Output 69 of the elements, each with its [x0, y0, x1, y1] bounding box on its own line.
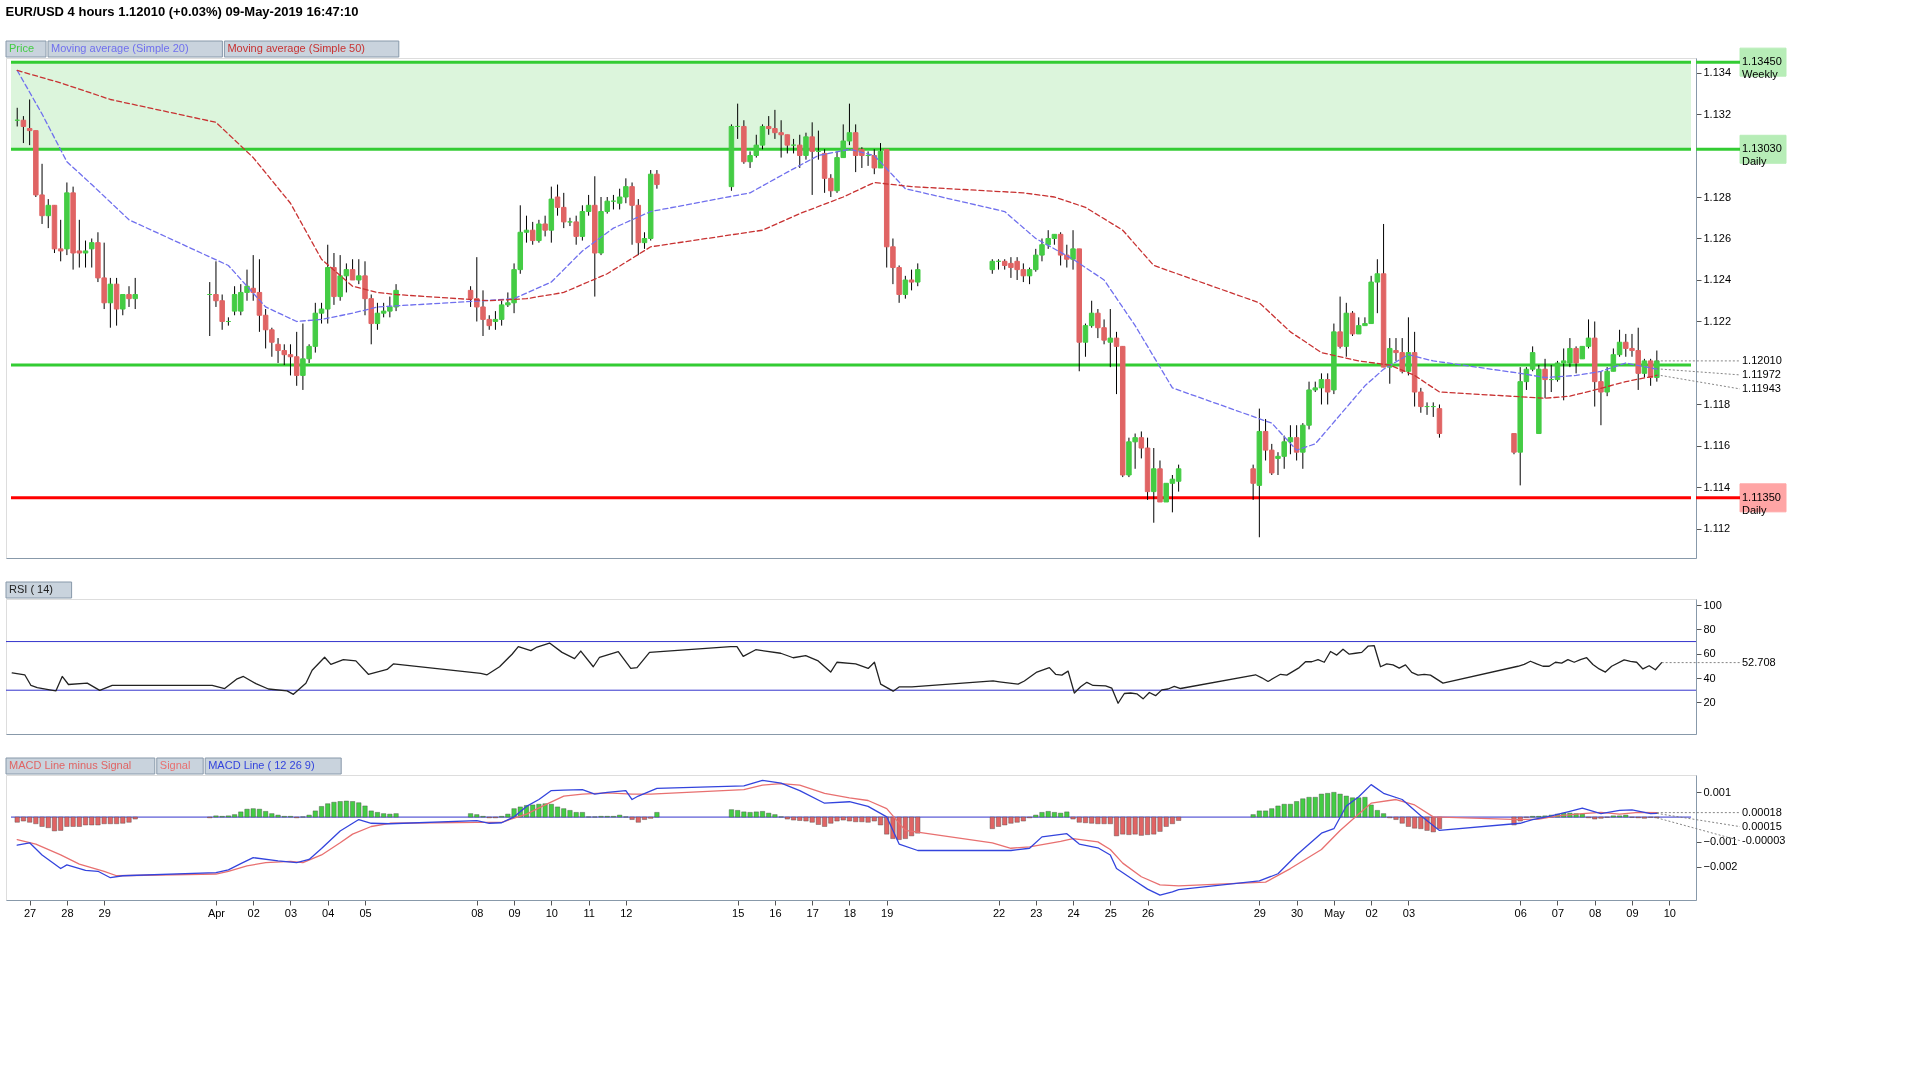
- x-tick-label: 18: [843, 906, 857, 919]
- x-tick-label: 17: [806, 906, 819, 919]
- x-tick-label: 09: [508, 906, 521, 919]
- chart-title: EUR/USD 4 hours 1.12010 (+0.03%) 09-May-2019 16:47:10: [5, 3, 359, 19]
- x-tick-label: 16: [769, 906, 782, 919]
- x-tick-label: 26: [1141, 906, 1155, 919]
- ref-line-label: 1.13030 Daily: [1742, 142, 1782, 168]
- y-tick-label: 1.112: [1703, 522, 1731, 535]
- x-tick-label: 29: [98, 906, 111, 919]
- annotation: 1.12010: [1742, 353, 1782, 366]
- x-tick-label: 10: [545, 906, 558, 919]
- x-tick-label: 04: [322, 906, 335, 919]
- annotation: -0.00003: [1742, 833, 1786, 846]
- y-tick-label: 20: [1703, 695, 1716, 708]
- ref-line-label: 1.11350 Daily: [1742, 490, 1781, 516]
- y-tick-label: 1.124: [1703, 273, 1732, 286]
- x-tick-label: 10: [1663, 906, 1676, 919]
- x-tick-label: 11: [583, 906, 595, 919]
- y-tick-label: 1.134: [1703, 66, 1732, 79]
- x-tick-label: 02: [247, 906, 260, 919]
- x-tick-label: 07: [1551, 906, 1565, 919]
- annotation: 0.00015: [1742, 819, 1782, 832]
- text: RSI ( 14): [9, 583, 54, 595]
- x-tick-label: 08: [1589, 906, 1602, 919]
- annotation: 0.00018: [1742, 805, 1782, 818]
- x-tick-label: 25: [1104, 906, 1117, 919]
- y-tick-label: −0.002: [1703, 860, 1738, 873]
- y-tick-label: 100: [1703, 598, 1722, 611]
- x-tick-label: 02: [1365, 906, 1378, 919]
- x-tick-label: 28: [61, 906, 74, 919]
- x-tick-label: 05: [359, 906, 372, 919]
- text: Moving average (Simple 20): [51, 42, 189, 54]
- x-tick-label: 19: [881, 906, 894, 919]
- x-tick-label: 24: [1067, 906, 1080, 919]
- text: MACD Line minus Signal: [9, 759, 132, 771]
- x-tick-label: 30: [1290, 906, 1304, 919]
- x-tick-label: 29: [1253, 906, 1266, 919]
- x-tick-label: 08: [471, 906, 484, 919]
- y-tick-label: 80: [1703, 622, 1716, 635]
- y-tick-label: 1.114: [1703, 480, 1731, 493]
- y-tick-label: 0.001: [1703, 785, 1732, 798]
- x-tick-label: 09: [1626, 906, 1639, 919]
- y-tick-label: 1.122: [1703, 314, 1732, 327]
- x-tick-label: 03: [1402, 906, 1416, 919]
- x-tick-label: Apr: [207, 906, 226, 919]
- text: Moving average (Simple 50): [227, 42, 365, 54]
- annotation: 1.11943: [1742, 381, 1781, 394]
- y-tick-label: 1.116: [1703, 439, 1731, 452]
- annotation: 1.11972: [1742, 367, 1781, 380]
- annotation: 52.708: [1742, 655, 1776, 668]
- y-tick-label: −0.001: [1703, 835, 1738, 848]
- y-tick-label: 1.132: [1703, 107, 1732, 120]
- text: MACD Line ( 12 26 9): [208, 759, 315, 771]
- y-tick-label: 60: [1703, 647, 1716, 660]
- text: Price: [9, 42, 35, 54]
- x-tick-label: 06: [1514, 906, 1527, 919]
- ref-line-label: 1.13450 Weekly: [1742, 55, 1782, 81]
- text: Signal: [159, 759, 191, 771]
- x-tick-label: 22: [992, 906, 1006, 919]
- x-tick-label: 27: [24, 906, 37, 919]
- y-tick-label: 1.118: [1703, 397, 1731, 410]
- x-tick-label: 12: [620, 906, 633, 919]
- x-tick-label: 03: [284, 906, 298, 919]
- x-tick-label: 15: [732, 906, 745, 919]
- x-tick-label: 23: [1030, 906, 1043, 919]
- y-tick-label: 1.126: [1703, 232, 1732, 244]
- y-tick-label: 1.128: [1703, 190, 1732, 203]
- y-tick-label: 40: [1703, 671, 1716, 684]
- x-tick-label: May: [1323, 906, 1346, 919]
